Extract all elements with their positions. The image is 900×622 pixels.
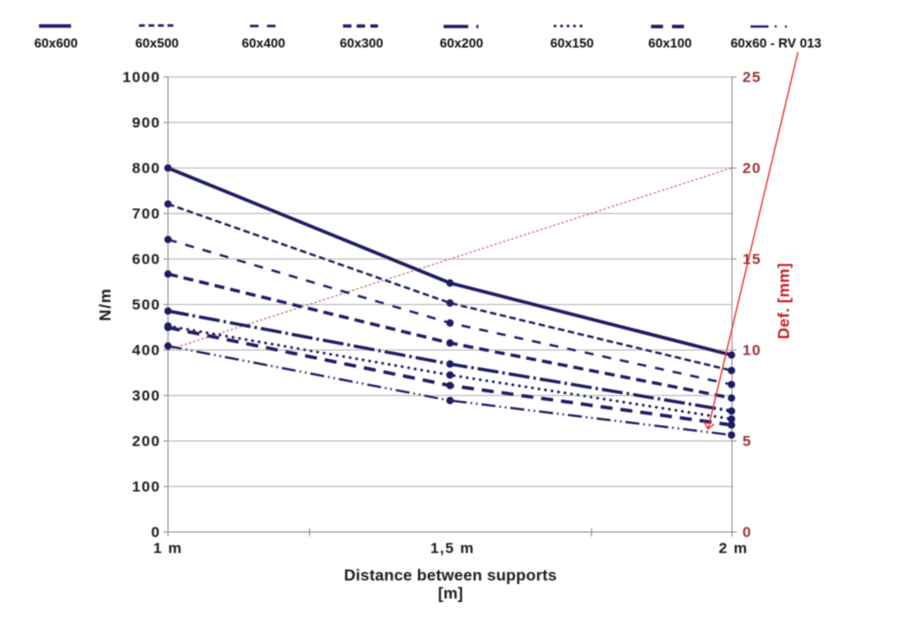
svg-text:25: 25 (743, 69, 762, 86)
svg-text:10: 10 (743, 342, 762, 359)
svg-text:900: 900 (132, 115, 161, 132)
svg-text:500: 500 (132, 297, 161, 314)
svg-text:0: 0 (151, 524, 161, 541)
svg-text:200: 200 (132, 433, 161, 450)
svg-text:0: 0 (743, 524, 753, 541)
svg-text:800: 800 (132, 160, 161, 177)
svg-text:400: 400 (132, 342, 161, 359)
svg-text:Distance between supports: Distance between supports (344, 568, 557, 585)
svg-text:20: 20 (743, 160, 762, 177)
svg-text:60x60 - RV 013: 60x60 - RV 013 (731, 36, 822, 51)
svg-text:300: 300 (132, 388, 161, 405)
svg-text:700: 700 (132, 206, 161, 223)
svg-text:2 m: 2 m (719, 540, 748, 557)
svg-text:60x200: 60x200 (440, 36, 483, 51)
svg-text:5: 5 (743, 433, 753, 450)
svg-text:15: 15 (743, 251, 762, 268)
svg-text:60x400: 60x400 (242, 36, 285, 51)
svg-text:600: 600 (132, 251, 161, 268)
svg-text:Def. [mm]: Def. [mm] (776, 263, 793, 339)
svg-text:60x600: 60x600 (34, 36, 77, 51)
svg-text:1000: 1000 (123, 69, 161, 86)
svg-text:1,5 m: 1,5 m (430, 540, 474, 557)
svg-text:N/m: N/m (98, 288, 115, 321)
svg-text:60x150: 60x150 (550, 36, 593, 51)
svg-text:100: 100 (132, 479, 161, 496)
svg-text:60x500: 60x500 (135, 36, 178, 51)
svg-text:60x100: 60x100 (648, 36, 691, 51)
svg-text:60x300: 60x300 (340, 36, 383, 51)
svg-text:1 m: 1 m (153, 540, 182, 557)
svg-text:[m]: [m] (438, 586, 463, 603)
